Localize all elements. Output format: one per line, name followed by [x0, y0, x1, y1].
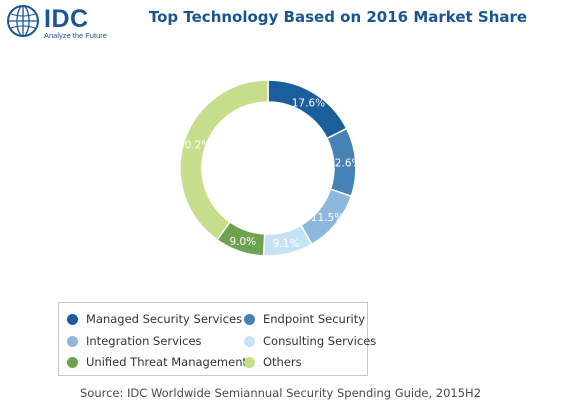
donut-chart: 17.6% 12.6% 11.5% 9.1% 9.0% 40.2%	[178, 79, 361, 256]
slice-label-consulting-services: 9.1%	[273, 238, 300, 250]
legend-item-endpoint-security: Endpoint Security	[244, 312, 365, 326]
legend-item-consulting-services: Consulting Services	[244, 334, 376, 348]
source-note: Source: IDC Worldwide Semiannual Securit…	[79, 386, 482, 400]
legend-label: Managed Security Services	[86, 312, 243, 326]
legend-label: Unified Threat Management	[86, 355, 248, 369]
legend-item-managed-security-services: Managed Security Services	[67, 312, 242, 326]
legend-swatch	[244, 335, 255, 347]
legend-label: Others	[263, 355, 302, 369]
legend-label: Endpoint Security	[263, 312, 366, 326]
slice-label-endpoint-security: 12.6%	[328, 158, 361, 170]
legend-swatch	[67, 356, 78, 368]
logo-text: IDC	[44, 5, 89, 33]
globe-icon	[7, 5, 39, 37]
slice-label-integration-services: 11.5%	[311, 212, 344, 224]
legend-swatch	[244, 313, 255, 325]
legend-swatch	[67, 313, 78, 325]
legend-item-integration-services: Integration Services	[67, 334, 202, 348]
slice-label-others: 40.2%	[178, 140, 211, 152]
chart-title: Top Technology Based on 2016 Market Shar…	[148, 8, 528, 26]
idc-logo: IDC Analyze the Future	[6, 4, 118, 40]
chart-legend: Managed Security Services Endpoint Securi…	[58, 302, 376, 376]
slice-label-unified-threat-management: 9.0%	[229, 236, 256, 248]
legend-label: Integration Services	[86, 334, 202, 348]
legend-item-unified-threat-management: Unified Threat Management	[67, 355, 247, 369]
legend-swatch	[244, 356, 255, 368]
legend-label: Consulting Services	[263, 334, 377, 348]
legend-item-others: Others	[244, 355, 302, 369]
legend-swatch	[67, 335, 78, 347]
logo-tagline: Analyze the Future	[44, 31, 107, 40]
slice-others	[179, 79, 269, 241]
slice-label-managed-security-services: 17.6%	[292, 97, 325, 109]
